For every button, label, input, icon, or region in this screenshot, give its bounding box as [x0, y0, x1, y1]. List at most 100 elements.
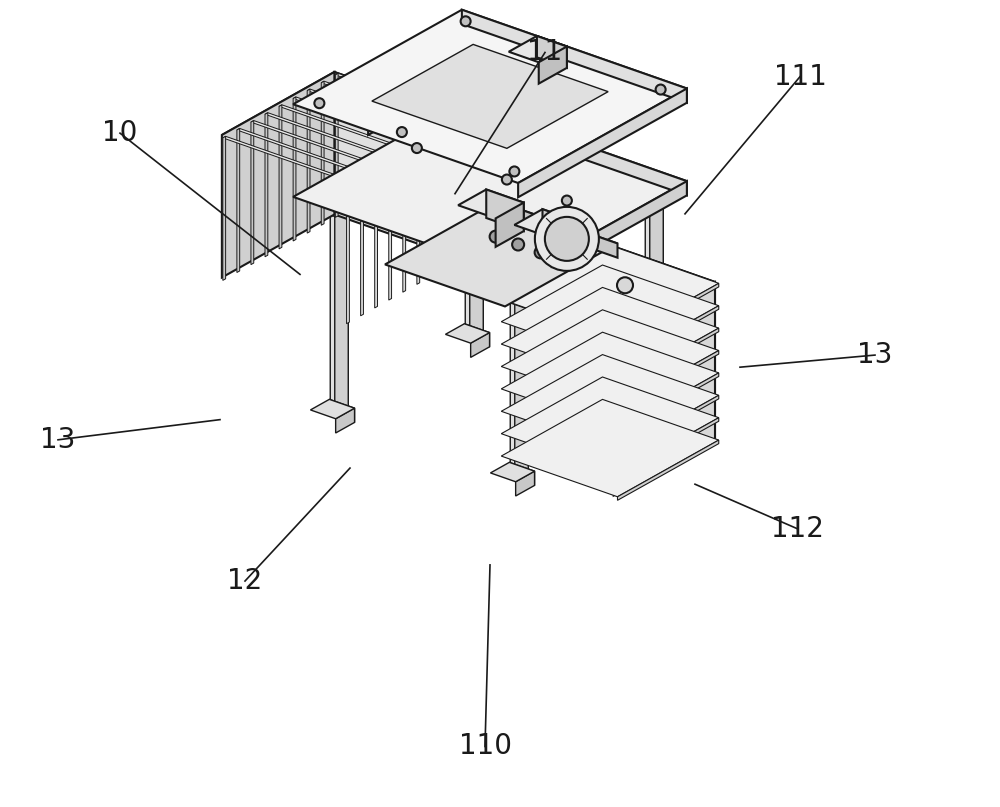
Polygon shape — [496, 203, 524, 247]
Polygon shape — [279, 105, 406, 150]
Polygon shape — [265, 113, 268, 257]
Circle shape — [502, 174, 512, 185]
Circle shape — [562, 195, 572, 206]
Polygon shape — [498, 202, 618, 257]
Circle shape — [412, 143, 422, 153]
Polygon shape — [535, 355, 580, 374]
Circle shape — [656, 85, 666, 94]
Polygon shape — [279, 105, 282, 249]
Text: 111: 111 — [774, 63, 826, 90]
Polygon shape — [632, 190, 663, 204]
Polygon shape — [347, 180, 349, 324]
Polygon shape — [497, 266, 528, 279]
Circle shape — [545, 217, 589, 261]
Polygon shape — [335, 73, 338, 217]
Polygon shape — [552, 222, 580, 266]
Polygon shape — [471, 332, 490, 358]
Polygon shape — [385, 202, 618, 307]
Polygon shape — [317, 203, 348, 216]
Polygon shape — [539, 47, 567, 84]
Polygon shape — [462, 10, 687, 102]
Polygon shape — [361, 172, 363, 316]
Text: 13: 13 — [40, 426, 76, 454]
Polygon shape — [618, 373, 719, 433]
Polygon shape — [470, 133, 483, 341]
Polygon shape — [431, 132, 434, 277]
Polygon shape — [424, 90, 462, 117]
Polygon shape — [510, 266, 528, 471]
Polygon shape — [501, 243, 719, 340]
Polygon shape — [381, 107, 447, 140]
Polygon shape — [501, 354, 719, 452]
Polygon shape — [499, 130, 514, 170]
Polygon shape — [222, 72, 462, 180]
Polygon shape — [251, 120, 254, 265]
Polygon shape — [618, 440, 719, 500]
Polygon shape — [445, 124, 448, 269]
Polygon shape — [618, 306, 719, 366]
Polygon shape — [644, 387, 670, 410]
Polygon shape — [465, 127, 483, 332]
Polygon shape — [625, 387, 670, 406]
Polygon shape — [542, 158, 573, 173]
Polygon shape — [293, 97, 420, 142]
Polygon shape — [464, 324, 490, 347]
Polygon shape — [501, 265, 719, 362]
Polygon shape — [432, 107, 447, 147]
Polygon shape — [404, 114, 469, 148]
Polygon shape — [426, 122, 492, 156]
Polygon shape — [417, 140, 420, 284]
Polygon shape — [514, 209, 580, 238]
Polygon shape — [293, 102, 687, 276]
Polygon shape — [490, 462, 535, 482]
Polygon shape — [554, 355, 580, 378]
Polygon shape — [459, 117, 462, 261]
Polygon shape — [222, 72, 334, 278]
Polygon shape — [651, 395, 670, 420]
Polygon shape — [516, 471, 535, 496]
Text: 110: 110 — [458, 733, 512, 760]
Text: 112: 112 — [771, 515, 823, 542]
Polygon shape — [449, 130, 514, 163]
Polygon shape — [618, 350, 719, 411]
Circle shape — [509, 166, 519, 177]
Polygon shape — [477, 122, 492, 163]
Polygon shape — [403, 148, 406, 292]
Circle shape — [461, 16, 471, 27]
Polygon shape — [501, 310, 719, 408]
Polygon shape — [602, 243, 715, 439]
Polygon shape — [237, 128, 363, 174]
Text: 10: 10 — [102, 119, 138, 147]
Polygon shape — [650, 196, 663, 404]
Polygon shape — [368, 90, 462, 134]
Polygon shape — [335, 73, 462, 118]
Circle shape — [535, 207, 599, 271]
Polygon shape — [614, 282, 715, 495]
Polygon shape — [293, 10, 687, 183]
Polygon shape — [486, 190, 524, 231]
Polygon shape — [336, 408, 355, 433]
Polygon shape — [237, 128, 240, 273]
Polygon shape — [251, 120, 378, 165]
Polygon shape — [293, 97, 296, 241]
Text: 13: 13 — [857, 341, 893, 369]
Polygon shape — [223, 136, 349, 182]
Polygon shape — [501, 332, 719, 429]
Polygon shape — [321, 82, 324, 225]
Polygon shape — [452, 127, 483, 141]
Polygon shape — [307, 89, 434, 134]
Circle shape — [490, 231, 502, 243]
Polygon shape — [329, 399, 355, 422]
Polygon shape — [518, 181, 687, 290]
Polygon shape — [462, 102, 687, 195]
Polygon shape — [645, 190, 663, 395]
Polygon shape — [501, 399, 719, 497]
Polygon shape — [321, 82, 448, 126]
Polygon shape — [509, 462, 535, 486]
Circle shape — [314, 98, 324, 108]
Circle shape — [535, 246, 547, 258]
Polygon shape — [518, 89, 687, 197]
Polygon shape — [458, 190, 524, 219]
Polygon shape — [501, 243, 715, 339]
Circle shape — [617, 278, 633, 293]
